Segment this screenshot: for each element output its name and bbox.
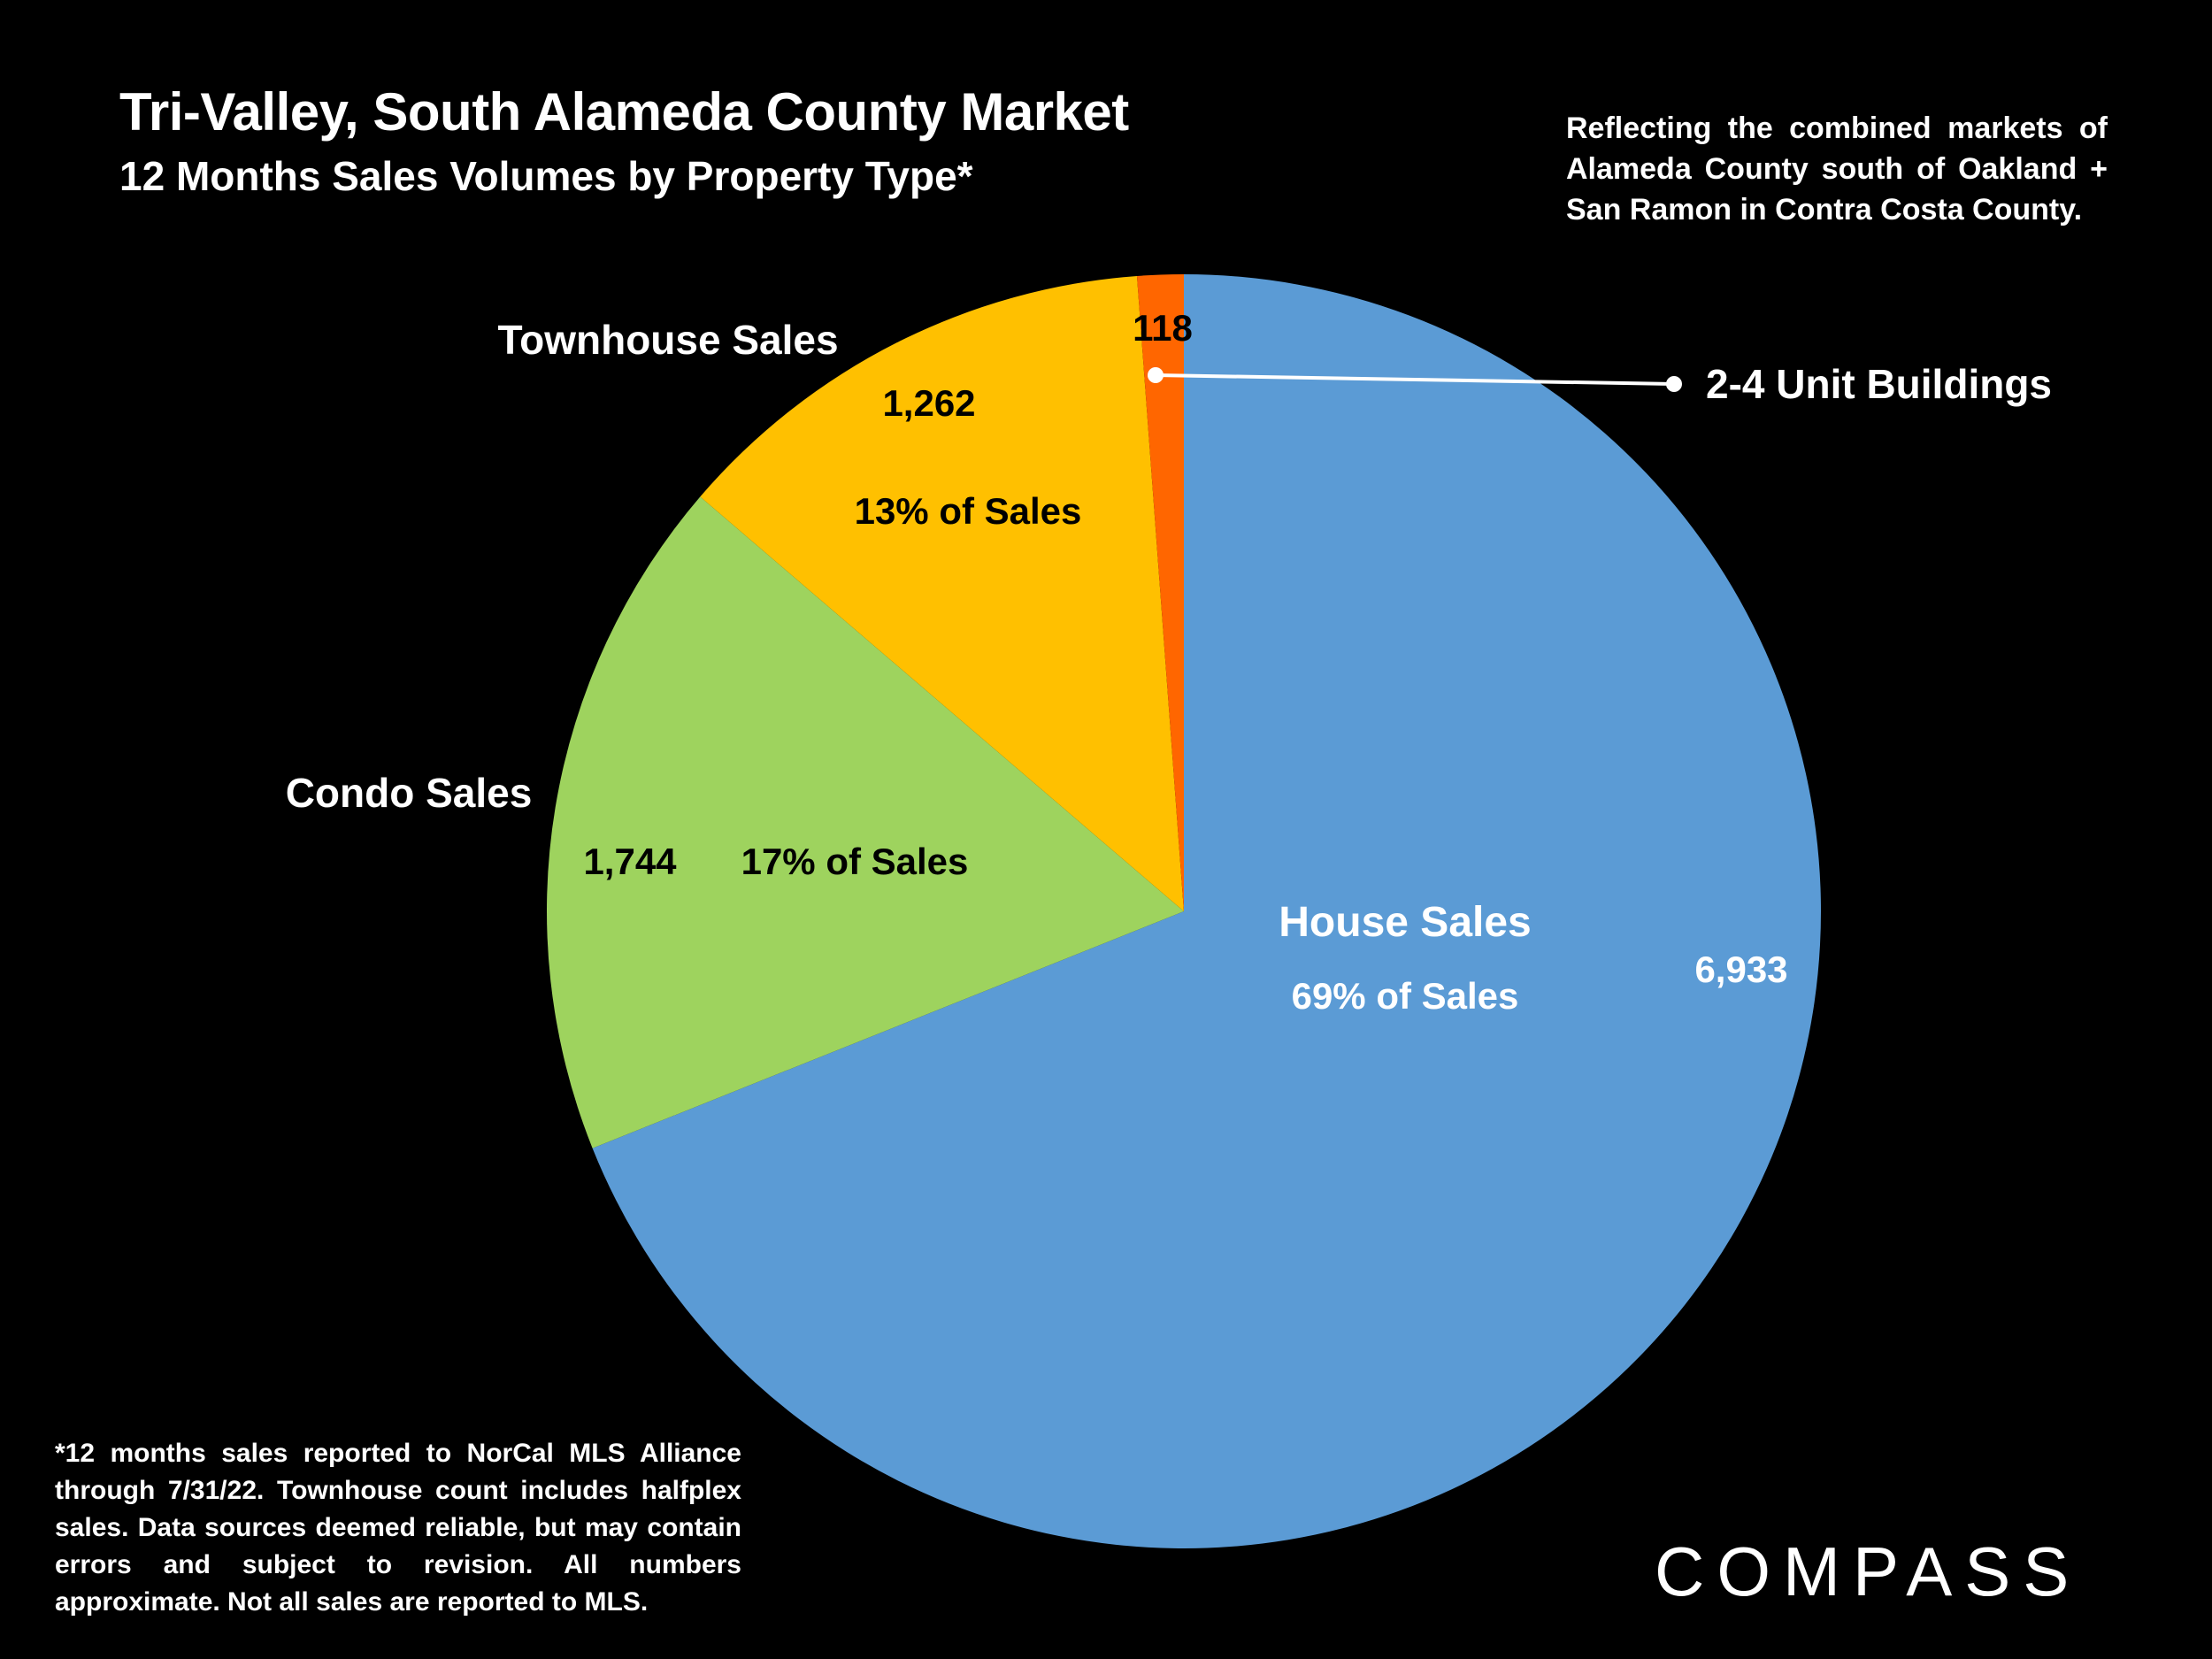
slice-name-townhouse-sales: Townhouse Sales [497,317,838,363]
logo-text: COMPASS [1655,1535,2081,1606]
pie-slice-townhouse-sales [700,275,1184,911]
leader-line-2-4-unit-buildings [1155,373,1675,386]
slice-name-condo-sales: Condo Sales [286,770,533,816]
slice-pct-townhouse-sales: 13% of Sales [855,490,1082,532]
slice-value-townhouse-sales: 1,262 [882,382,975,424]
slice-value-2-4-unit-buildings: 118 [1133,307,1193,349]
compass-logo: COMPASS [1655,1535,2081,1606]
slice-name-house-sales: House Sales [1279,899,1531,946]
pie-slice-house-sales [592,274,1821,1548]
slice-value-house-sales: 6,933 [1694,949,1787,990]
chart-subtitle: 12 Months Sales Volumes by Property Type… [119,153,973,199]
pie-slices [547,274,1821,1548]
slice-pct-house-sales: 69% of Sales [1292,975,1519,1017]
slice-value-condo-sales: 1,744 [583,841,677,882]
leader-dot-start [1148,367,1164,383]
footnote: *12 months sales reported to NorCal MLS … [55,1439,741,1617]
chart-title: Tri-Valley, South Alameda County Market [119,82,1129,142]
slice-pct-condo-sales: 17% of Sales [741,841,969,882]
slice-name-2-4-unit-buildings: 2-4 Unit Buildings [1706,361,2052,407]
pie-slice-2-4-unit-buildings [1136,274,1184,911]
market-note: Reflecting the combined markets of Alame… [1566,111,2108,227]
pie-labels: House Sales 69% of Sales 6,933 Condo Sales 1… [286,307,2052,1017]
pie-slice-condo-sales [547,496,1184,1148]
leader-dot-end [1666,376,1682,392]
